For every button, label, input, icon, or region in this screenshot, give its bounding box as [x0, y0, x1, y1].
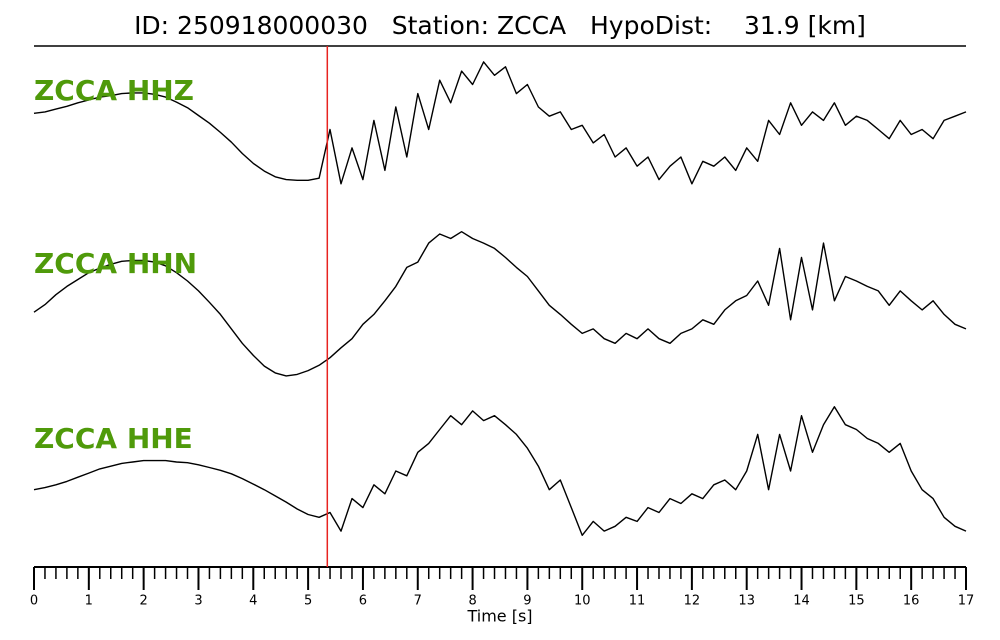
x-tick-label: 3 [194, 594, 202, 609]
x-tick-label: 15 [848, 594, 865, 609]
x-tick-label: 9 [523, 594, 531, 609]
x-tick-label: 8 [468, 594, 476, 609]
x-tick-label: 10 [574, 594, 591, 609]
x-tick-label: 1 [85, 594, 93, 609]
trace-label: ZCCA HHN [34, 247, 197, 280]
x-tick-label: 16 [903, 594, 920, 609]
trace [33, 406, 967, 536]
x-tick-label: 6 [359, 594, 367, 609]
trace-label: ZCCA HHE [34, 422, 193, 455]
x-tick-label: 2 [140, 594, 148, 609]
trace [33, 231, 967, 377]
x-tick-label: 13 [738, 594, 755, 609]
x-tick-label: 5 [304, 594, 312, 609]
chart-title: ID: 250918000030 Station: ZCCA HypoDist:… [134, 11, 866, 40]
x-tick-label: 17 [958, 594, 975, 609]
x-tick-label: 14 [793, 594, 810, 609]
x-axis-label: Time [s] [466, 607, 532, 626]
x-tick-label: 11 [629, 594, 646, 609]
trace [33, 61, 967, 185]
x-tick-label: 7 [414, 594, 422, 609]
x-tick-label: 12 [684, 594, 701, 609]
x-tick-label: 4 [249, 594, 257, 609]
trace-label: ZCCA HHZ [34, 74, 194, 107]
x-tick-label: 0 [30, 594, 38, 609]
